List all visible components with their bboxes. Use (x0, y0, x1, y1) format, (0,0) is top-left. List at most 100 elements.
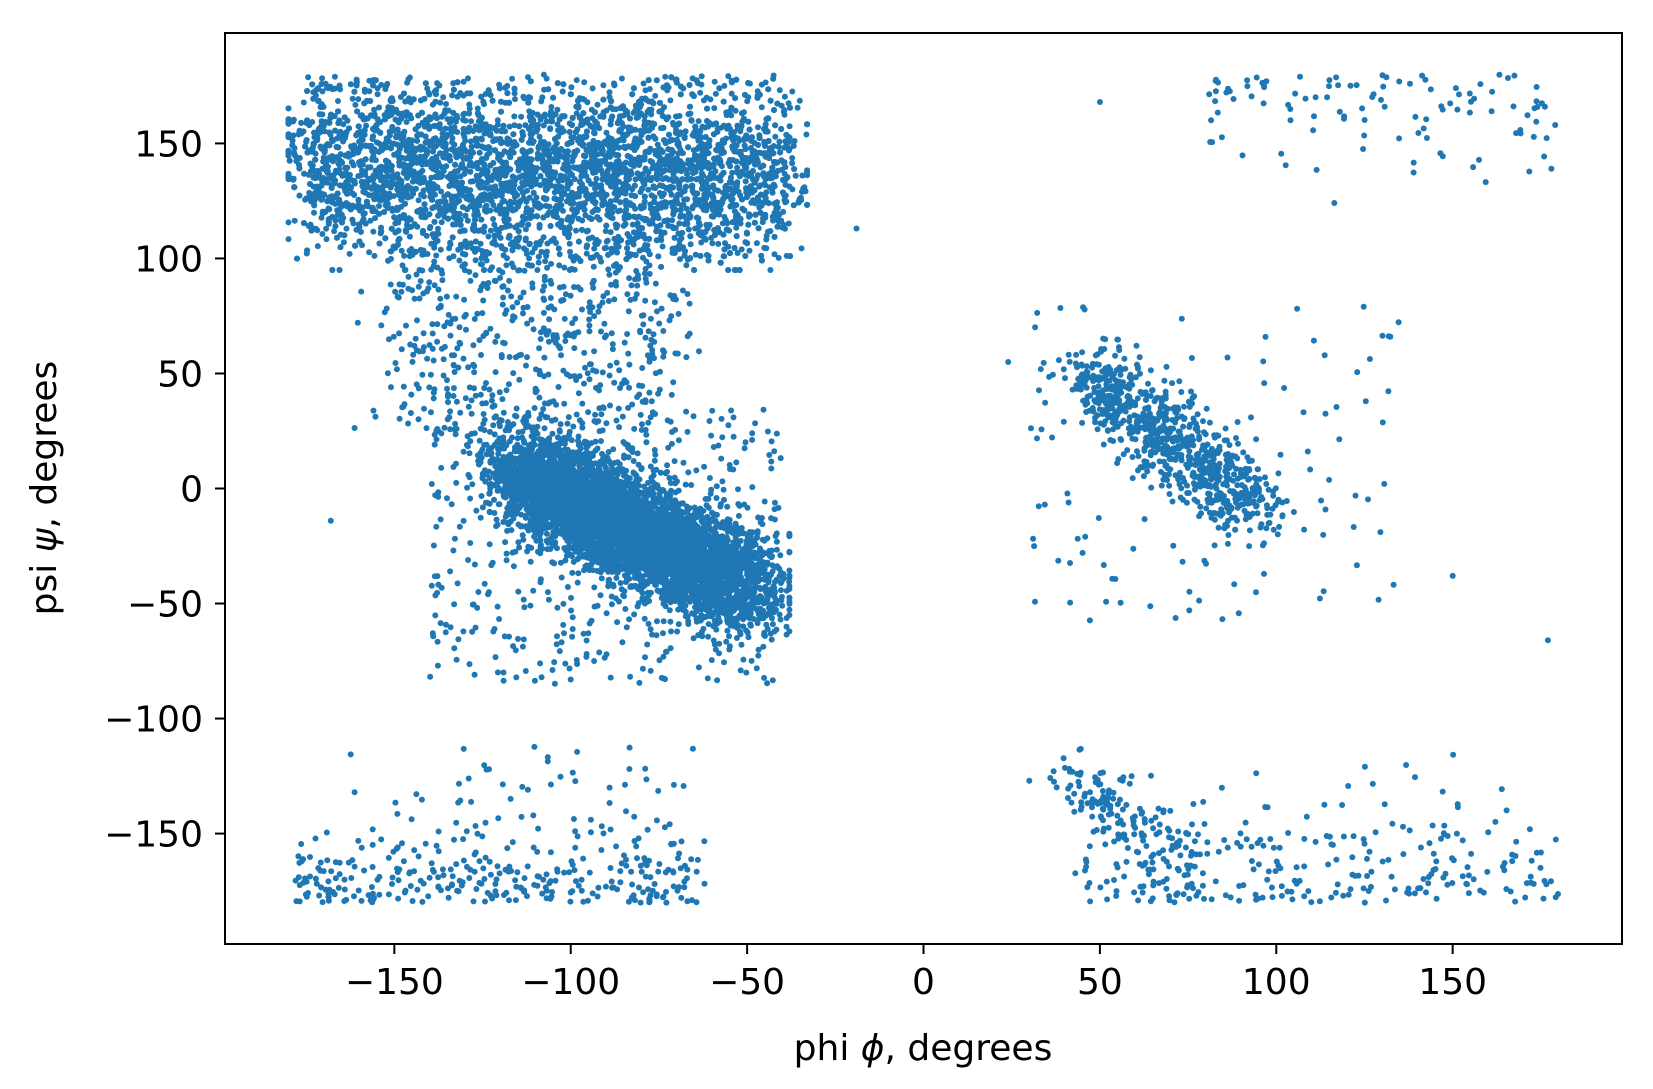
scatter-point (448, 146, 455, 153)
scatter-point (419, 161, 426, 168)
scatter-point (716, 85, 723, 92)
scatter-point (445, 215, 452, 222)
scatter-point (333, 144, 340, 150)
scatter-point (630, 85, 637, 92)
scatter-point (473, 204, 480, 211)
scatter-point (352, 242, 359, 249)
scatter-point (741, 207, 748, 214)
scatter-point (483, 179, 490, 186)
scatter-point (389, 205, 395, 212)
scatter-point (368, 185, 375, 192)
scatter-point (537, 173, 544, 180)
scatter-point (554, 80, 561, 87)
scatter-point (641, 128, 648, 135)
scatter-point (710, 131, 717, 138)
scatter-point (400, 130, 407, 137)
scatter-point (540, 214, 547, 221)
scatter-point (631, 182, 638, 189)
scatter-point (437, 99, 444, 106)
scatter-point (617, 199, 624, 206)
scatter-point (403, 147, 410, 154)
scatter-point (463, 155, 470, 162)
scatter-point (337, 244, 344, 251)
scatter-point (624, 153, 631, 159)
scatter-point (763, 116, 770, 123)
scatter-point (744, 192, 751, 199)
scatter-point (611, 190, 618, 197)
scatter-point (336, 208, 343, 215)
scatter-point (301, 220, 307, 227)
scatter-point (588, 180, 594, 187)
scatter-point (319, 75, 326, 82)
scatter-point (349, 190, 356, 197)
scatter-point (720, 122, 727, 129)
scatter-point (725, 267, 732, 273)
scatter-point (427, 158, 434, 165)
scatter-point (677, 256, 683, 263)
scatter-point (318, 81, 325, 87)
scatter-point (612, 106, 619, 113)
scatter-point (367, 164, 374, 171)
scatter-point (323, 225, 330, 232)
scatter-point (618, 126, 625, 133)
scatter-point (311, 169, 318, 176)
scatter-point (337, 151, 344, 158)
scatter-point (415, 197, 422, 204)
scatter-point (755, 225, 762, 232)
scatter-point (395, 227, 402, 234)
scatter-point (511, 199, 518, 206)
scatter-point (329, 199, 336, 206)
scatter-point (560, 128, 567, 135)
scatter-point (353, 76, 360, 83)
scatter-point (468, 118, 475, 125)
scatter-point (440, 94, 447, 101)
scatter-point (442, 125, 449, 132)
scatter-point (705, 175, 712, 181)
scatter-point (615, 119, 622, 126)
scatter-point (556, 197, 563, 204)
scatter-point (376, 210, 383, 217)
scatter-point (772, 122, 779, 129)
scatter-point (520, 216, 527, 223)
data-points (285, 71, 1561, 906)
scatter-point (566, 129, 573, 135)
scatter-point (634, 170, 641, 177)
scatter-point (789, 160, 796, 167)
scatter-point (611, 82, 618, 89)
scatter-point (495, 176, 502, 182)
scatter-point (302, 196, 309, 203)
scatter-point (629, 91, 636, 98)
scatter-point (560, 81, 567, 88)
scatter-point (312, 156, 319, 163)
scatter-point (611, 204, 618, 211)
scatter-point (388, 225, 395, 232)
scatter-point (687, 255, 694, 262)
scatter-point (639, 205, 645, 211)
scatter-point (696, 222, 703, 229)
scatter-point (658, 263, 665, 270)
scatter-point (501, 128, 508, 135)
scatter-point (467, 90, 474, 97)
scatter-point (286, 157, 293, 164)
scatter-point (607, 121, 614, 128)
scatter-point (504, 90, 511, 97)
scatter-point (356, 221, 362, 228)
scatter-point (452, 161, 459, 168)
scatter-point (456, 197, 462, 204)
scatter-point (654, 176, 661, 183)
scatter-point (755, 141, 761, 148)
scatter-point (651, 194, 658, 201)
scatter-point (360, 188, 367, 195)
scatter-point (511, 113, 518, 120)
scatter-point (567, 180, 574, 187)
scatter-point (356, 207, 363, 214)
scatter-point (630, 163, 637, 169)
scatter-point (384, 80, 391, 87)
scatter-point (506, 99, 512, 106)
scatter-point (359, 136, 366, 143)
scatter-point (477, 184, 484, 191)
scatter-point (329, 267, 336, 273)
scatter-point (685, 226, 692, 233)
scatter-point (745, 80, 752, 86)
scatter-point (742, 178, 749, 185)
